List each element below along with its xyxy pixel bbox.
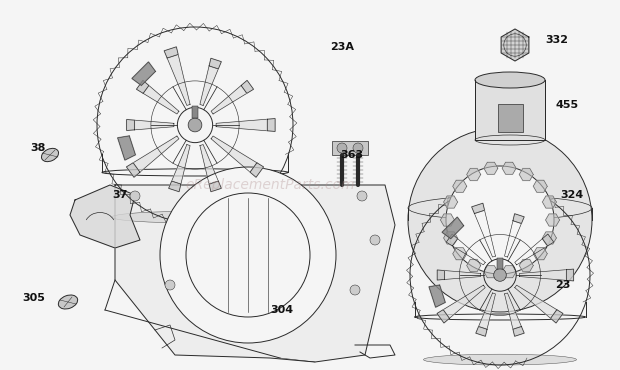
Circle shape — [350, 285, 360, 295]
Polygon shape — [479, 293, 495, 329]
Polygon shape — [453, 248, 467, 260]
Text: 38: 38 — [30, 143, 45, 153]
Text: 363: 363 — [340, 150, 363, 160]
Polygon shape — [542, 234, 554, 246]
Circle shape — [370, 235, 380, 245]
Bar — [192, 107, 198, 118]
Polygon shape — [476, 326, 487, 336]
Text: 23A: 23A — [330, 42, 354, 52]
Polygon shape — [484, 162, 498, 174]
Polygon shape — [520, 270, 567, 280]
Circle shape — [446, 166, 554, 274]
Polygon shape — [211, 136, 257, 172]
Polygon shape — [211, 85, 247, 114]
Text: 332: 332 — [545, 35, 568, 45]
Polygon shape — [437, 270, 445, 280]
Circle shape — [408, 128, 592, 312]
Polygon shape — [501, 29, 529, 61]
Polygon shape — [502, 162, 516, 174]
Polygon shape — [453, 239, 485, 265]
Polygon shape — [513, 326, 524, 336]
Polygon shape — [442, 217, 464, 239]
Polygon shape — [169, 181, 181, 192]
Polygon shape — [515, 239, 547, 265]
Polygon shape — [216, 119, 267, 131]
Ellipse shape — [42, 148, 58, 162]
Circle shape — [165, 280, 175, 290]
Polygon shape — [440, 214, 454, 226]
Polygon shape — [136, 80, 149, 93]
Polygon shape — [143, 85, 179, 114]
Polygon shape — [551, 310, 563, 323]
Text: 304: 304 — [270, 305, 293, 315]
Polygon shape — [520, 168, 533, 181]
Polygon shape — [118, 136, 135, 160]
Polygon shape — [267, 118, 275, 131]
Ellipse shape — [58, 295, 78, 309]
Polygon shape — [209, 181, 221, 192]
Polygon shape — [467, 168, 480, 181]
Polygon shape — [250, 163, 264, 177]
Text: 324: 324 — [560, 190, 583, 200]
Text: 305: 305 — [22, 293, 45, 303]
Ellipse shape — [423, 354, 577, 365]
Polygon shape — [542, 232, 556, 244]
Polygon shape — [445, 270, 480, 279]
Polygon shape — [533, 180, 547, 192]
Text: eReplacementParts.com: eReplacementParts.com — [185, 178, 355, 192]
Ellipse shape — [475, 72, 545, 88]
Polygon shape — [472, 203, 485, 213]
Circle shape — [130, 191, 140, 201]
Polygon shape — [164, 47, 178, 58]
Polygon shape — [241, 80, 254, 93]
Polygon shape — [209, 58, 221, 69]
Polygon shape — [126, 163, 140, 177]
Polygon shape — [542, 196, 556, 208]
Circle shape — [188, 118, 202, 132]
Polygon shape — [446, 234, 458, 246]
Circle shape — [160, 167, 336, 343]
Circle shape — [357, 191, 367, 201]
Bar — [475, 80, 545, 140]
Bar — [497, 258, 503, 269]
Text: 23: 23 — [555, 280, 570, 290]
Polygon shape — [126, 120, 135, 131]
Polygon shape — [133, 136, 179, 172]
Ellipse shape — [112, 211, 278, 223]
Polygon shape — [505, 293, 521, 329]
Polygon shape — [132, 62, 156, 85]
Polygon shape — [200, 66, 218, 105]
Polygon shape — [533, 248, 547, 260]
Polygon shape — [513, 214, 524, 223]
Polygon shape — [443, 285, 485, 318]
Text: 37: 37 — [112, 190, 127, 200]
Circle shape — [353, 143, 363, 153]
Polygon shape — [567, 269, 574, 281]
Polygon shape — [443, 232, 458, 244]
Bar — [332, 141, 368, 155]
Polygon shape — [135, 120, 174, 130]
Polygon shape — [474, 210, 495, 257]
Circle shape — [337, 143, 347, 153]
Circle shape — [494, 269, 507, 281]
Polygon shape — [172, 145, 190, 184]
Polygon shape — [200, 145, 218, 184]
Polygon shape — [515, 285, 557, 318]
Polygon shape — [502, 266, 516, 278]
Polygon shape — [437, 310, 450, 323]
Polygon shape — [429, 285, 445, 307]
Polygon shape — [484, 266, 498, 278]
Polygon shape — [70, 185, 140, 248]
Polygon shape — [115, 185, 395, 362]
Polygon shape — [167, 54, 190, 105]
Polygon shape — [505, 221, 521, 257]
Polygon shape — [453, 180, 467, 192]
Polygon shape — [546, 214, 560, 226]
Polygon shape — [467, 259, 480, 272]
Text: 455: 455 — [555, 100, 578, 110]
Polygon shape — [443, 196, 458, 208]
Bar — [497, 104, 523, 132]
Polygon shape — [520, 259, 533, 272]
